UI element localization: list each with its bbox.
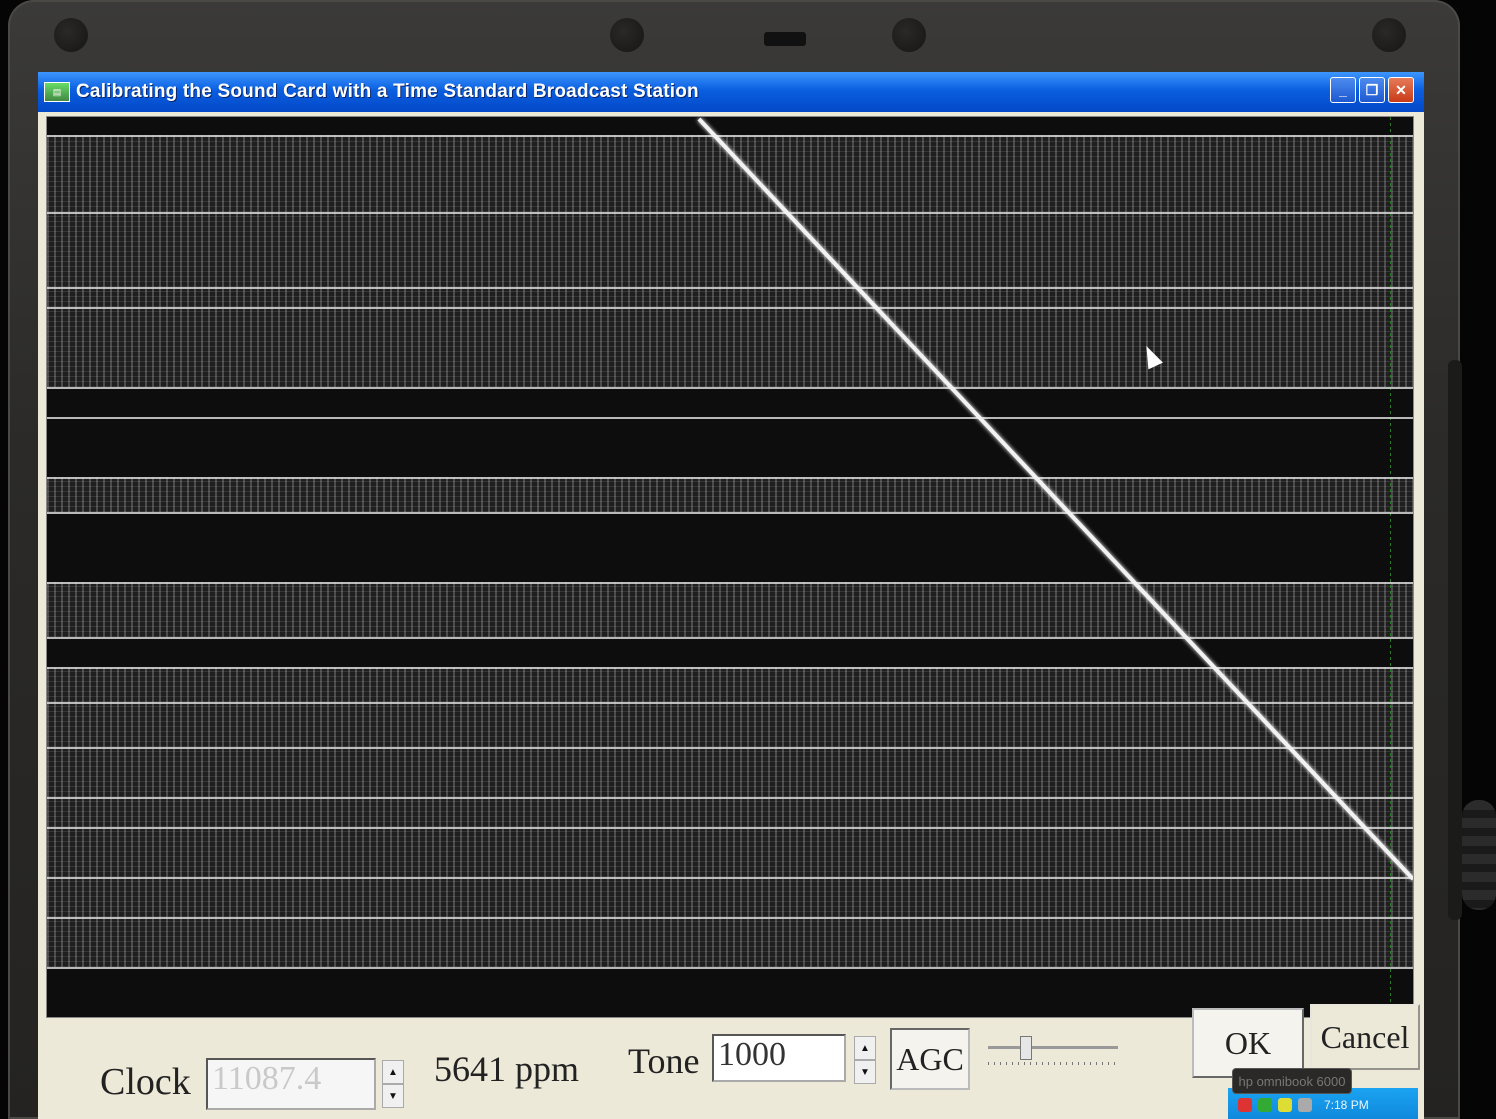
spectrogram-band [47,307,1413,387]
minute-marker-line [47,667,1413,669]
spectrogram-band [47,967,1413,1017]
slider-track [988,1046,1118,1049]
spectrogram-band [47,387,1413,417]
tray-icon[interactable] [1278,1098,1292,1112]
tone-field[interactable]: 1000 [712,1034,846,1082]
tray-icon[interactable] [1238,1098,1252,1112]
screw-icon [892,18,926,52]
minute-marker-line [47,827,1413,829]
control-panel: Clock 11087.4 ▲ ▼ 5641 ppm Tone 1000 ▲ ▼… [38,1004,1424,1119]
minute-marker-line [47,637,1413,639]
spectrogram-band [47,117,1413,135]
lid-latch [764,32,806,46]
clock-stepper[interactable]: ▲ ▼ [382,1060,404,1108]
agc-slider[interactable] [988,1036,1120,1068]
bezel-side [1448,360,1462,920]
minute-marker-line [47,212,1413,214]
minute-marker-line [47,287,1413,289]
spectrogram-band [47,477,1413,512]
ok-button[interactable]: OK [1192,1008,1304,1078]
clock-field[interactable]: 11087.4 [206,1058,376,1110]
spin-up-icon[interactable]: ▲ [382,1060,404,1084]
minute-marker-line [47,702,1413,704]
cancel-button[interactable]: Cancel [1310,1004,1420,1070]
spectrogram-band [47,512,1413,582]
tone-stepper[interactable]: ▲ ▼ [854,1036,876,1084]
spectrogram-band [47,212,1413,307]
close-icon[interactable]: ✕ [1388,77,1414,103]
screw-icon [610,18,644,52]
waterfall-display[interactable] [46,116,1414,1018]
tray-icon[interactable] [1298,1098,1312,1112]
title-bar[interactable]: ▤ Calibrating the Sound Card with a Time… [38,72,1424,112]
minute-marker-line [47,582,1413,584]
screw-icon [1372,18,1406,52]
app-icon: ▤ [44,82,70,102]
spectrogram-band [47,582,1413,637]
spin-down-icon[interactable]: ▼ [854,1060,876,1084]
slider-ticks [988,1062,1118,1065]
minute-marker-line [47,135,1413,137]
spectrogram-band [47,667,1413,677]
minute-marker-line [47,307,1413,309]
screw-icon [54,18,88,52]
spectrogram-band [47,417,1413,477]
spectrogram-band [47,637,1413,667]
minute-marker-line [47,917,1413,919]
app-window: ▤ Calibrating the Sound Card with a Time… [38,72,1424,1119]
tray-icon[interactable] [1258,1098,1272,1112]
spin-up-icon[interactable]: ▲ [854,1036,876,1060]
spectrogram-band [47,135,1413,212]
spectrogram-band [47,917,1413,967]
slider-thumb[interactable] [1020,1036,1032,1060]
minimize-icon[interactable]: _ [1330,77,1356,103]
ppm-readout: 5641 ppm [434,1049,580,1089]
minute-marker-line [47,877,1413,879]
minute-marker-line [47,417,1413,419]
minute-marker-line [47,797,1413,799]
cable [1462,800,1496,910]
laptop-model-badge: hp omnibook 6000 [1232,1068,1352,1094]
minute-marker-line [47,512,1413,514]
restore-icon[interactable]: ❐ [1359,77,1385,103]
minute-marker-line [47,967,1413,969]
agc-toggle[interactable]: AGC [890,1028,970,1090]
clock-label: Clock [100,1061,191,1103]
tone-label: Tone [628,1041,700,1081]
minute-marker-line [47,747,1413,749]
tray-clock[interactable]: 7:18 PM [1324,1098,1369,1112]
minute-marker-line [47,477,1413,479]
spin-down-icon[interactable]: ▼ [382,1084,404,1108]
minute-marker-line [47,387,1413,389]
frequency-marker [1390,117,1391,1017]
window-title: Calibrating the Sound Card with a Time S… [76,81,699,102]
